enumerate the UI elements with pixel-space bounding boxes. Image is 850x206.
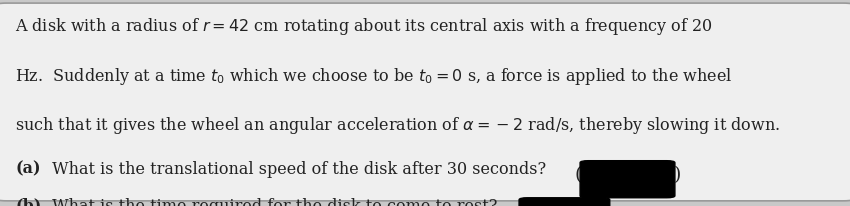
Text: such that it gives the wheel an angular acceleration of $\alpha = -2$ rad/s, the: such that it gives the wheel an angular … xyxy=(15,115,780,136)
Text: Hz.  Suddenly at a time $t_0$ which we choose to be $t_0 = 0$ s, a force is appl: Hz. Suddenly at a time $t_0$ which we ch… xyxy=(15,66,733,87)
Text: What is the translational speed of the disk after 30 seconds?: What is the translational speed of the d… xyxy=(47,161,546,178)
FancyBboxPatch shape xyxy=(519,198,609,206)
Text: (a): (a) xyxy=(15,161,41,178)
FancyBboxPatch shape xyxy=(580,161,675,198)
Text: What is the time required for the disk to come to rest?: What is the time required for the disk t… xyxy=(47,198,497,206)
Text: (: ( xyxy=(575,166,581,184)
Text: A disk with a radius of $r = 42$ cm rotating about its central axis with a frequ: A disk with a radius of $r = 42$ cm rota… xyxy=(15,16,713,37)
Text: (b): (b) xyxy=(15,198,42,206)
Text: ): ) xyxy=(673,166,681,184)
